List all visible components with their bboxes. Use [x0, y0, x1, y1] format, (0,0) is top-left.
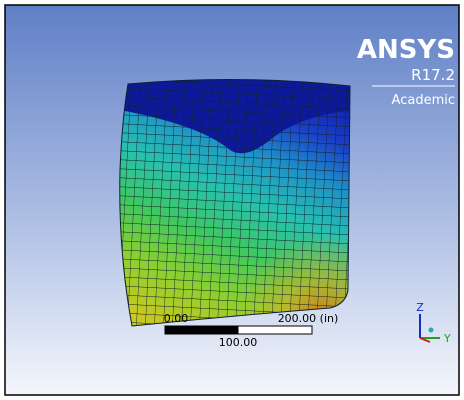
scale-bar-dark [165, 326, 238, 334]
mesh-lines [110, 70, 360, 340]
scale-end: 200.00 (in) [278, 312, 339, 325]
page: {"logo": {"title": "ANSYS", "version": "… [0, 0, 464, 400]
mesh-model [110, 70, 360, 340]
logo-version: R17.2 [411, 66, 455, 84]
scale-start: 0.00 [164, 312, 189, 325]
viewport: ANSYS R17.2 Academic 0.00 200.00 (in) 10… [0, 0, 464, 400]
scale-bar-light [238, 326, 312, 334]
logo-title: ANSYS [357, 35, 455, 65]
z-label: Z [416, 301, 424, 314]
scale-mid: 100.00 [219, 336, 258, 349]
y-label: Y [443, 332, 451, 345]
logo-edition: Academic [392, 93, 455, 108]
triad-point [429, 328, 434, 333]
